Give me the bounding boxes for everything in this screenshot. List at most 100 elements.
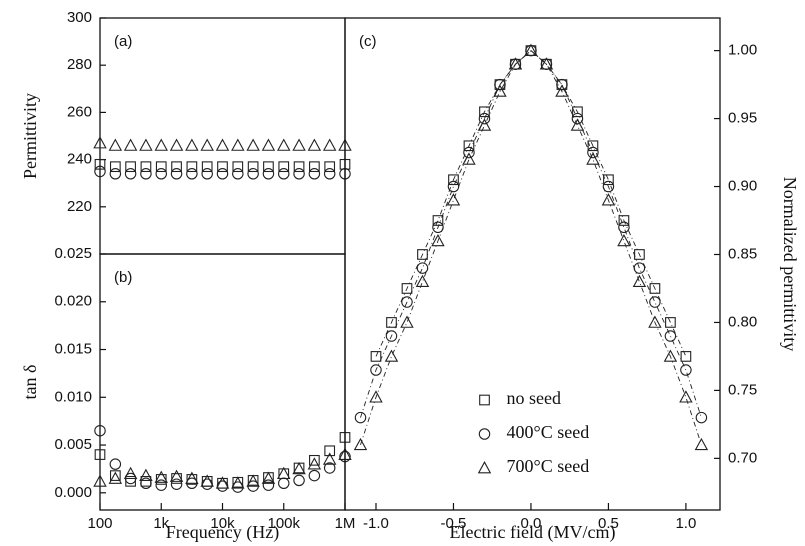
y-tick-label: 0.005 [54, 436, 92, 453]
panel-label: (b) [114, 269, 132, 286]
data-point [200, 474, 214, 487]
data-point [277, 138, 291, 151]
data-point [94, 165, 106, 178]
data-point [216, 480, 229, 492]
data-point [664, 330, 677, 342]
y-tick-label: 0.010 [54, 388, 92, 405]
data-point [508, 57, 523, 70]
data-point [463, 140, 475, 152]
data-point [232, 168, 244, 180]
y-tick-label: 260 [67, 103, 92, 120]
data-point [231, 476, 245, 489]
data-point [93, 136, 107, 149]
data-point [140, 168, 152, 180]
x-tick-label: 0.5 [598, 515, 619, 532]
data-point [431, 233, 445, 247]
x-axis-title: Frequency (Hz) [166, 522, 279, 543]
y-tick-label: 0.020 [54, 293, 92, 310]
data-point [649, 283, 661, 294]
data-point [679, 390, 693, 403]
data-point [308, 469, 321, 482]
x-tick-label: 1M [335, 515, 356, 532]
plot-frame [344, 17, 721, 511]
data-point [215, 476, 230, 489]
y-axis-title: Permittivity [20, 93, 40, 179]
data-point [354, 411, 367, 424]
data-point [140, 161, 152, 173]
data-point [155, 168, 168, 180]
data-point [524, 43, 538, 56]
data-point [201, 168, 213, 180]
data-point [263, 161, 274, 173]
data-point [477, 118, 492, 131]
data-point [324, 445, 336, 457]
data-point [186, 168, 198, 180]
y-tick-label: 1.00 [728, 42, 757, 59]
data-point [603, 174, 614, 186]
data-point [293, 462, 305, 474]
y-tick-label: 0.70 [728, 449, 757, 466]
data-point [680, 351, 692, 362]
data-point [247, 168, 259, 180]
data-point [324, 161, 336, 173]
data-point [353, 437, 368, 451]
legend-marker [479, 394, 490, 406]
data-point [94, 424, 106, 437]
panel-label: (c) [359, 33, 377, 50]
data-point [215, 138, 230, 151]
data-point [246, 474, 260, 487]
x-tick-label: 1k [153, 515, 169, 532]
data-point [201, 161, 213, 173]
data-point [169, 469, 184, 482]
data-point [555, 84, 569, 97]
data-point [140, 477, 152, 490]
data-point [94, 158, 106, 170]
data-point [323, 462, 336, 474]
data-point [462, 152, 476, 165]
data-point [586, 152, 600, 165]
data-point [648, 315, 662, 328]
data-point [217, 161, 228, 173]
data-point [93, 474, 107, 487]
x-tick-label: 0.0 [521, 515, 542, 532]
data-point [277, 466, 291, 480]
data-point [386, 317, 397, 328]
y-tick-label: 280 [67, 56, 92, 73]
data-point [570, 118, 585, 131]
panel-label: (a) [114, 33, 132, 50]
data-point [155, 479, 168, 491]
legend-text: 700°C seed [507, 456, 590, 476]
data-point [293, 474, 305, 487]
data-point [123, 138, 138, 151]
data-point [446, 193, 461, 206]
data-point [370, 351, 382, 362]
legend-text: 400°C seed [507, 422, 590, 442]
y-tick-label: 0.90 [728, 177, 757, 194]
data-point [694, 437, 709, 451]
data-point [124, 168, 137, 180]
data-point [139, 468, 153, 481]
y-tick-label: 0.025 [54, 245, 92, 262]
data-point [200, 138, 214, 151]
y-tick-label: 220 [67, 198, 92, 215]
data-point [370, 364, 382, 376]
data-point [695, 411, 708, 424]
data-point [232, 161, 244, 173]
data-point [618, 215, 630, 226]
data-point [292, 461, 306, 475]
data-point [154, 470, 168, 483]
data-point [216, 168, 229, 180]
data-point [463, 146, 475, 159]
x-tick-label: 10k [210, 515, 235, 532]
data-point [400, 315, 414, 328]
x-tick-label: 100 [87, 515, 112, 532]
data-point [108, 138, 123, 151]
legend-text: no seed [507, 388, 561, 408]
data-point [601, 193, 616, 206]
data-point [322, 452, 337, 465]
data-point [309, 161, 320, 173]
data-point [277, 168, 290, 180]
data-point [109, 161, 121, 173]
data-point [478, 112, 491, 125]
